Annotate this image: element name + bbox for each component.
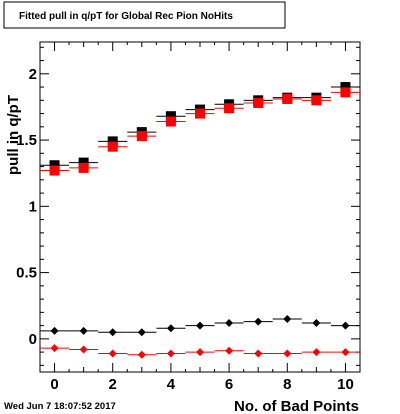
data-point [225, 346, 234, 355]
data-point [165, 116, 176, 127]
x-axis-title: No. of Bad Points [234, 398, 359, 414]
data-point [340, 87, 351, 98]
data-point [107, 136, 118, 147]
data-point [224, 103, 235, 114]
y-tick-label: 2 [29, 66, 37, 83]
y-axis-title: pull in q/pT [5, 95, 22, 175]
data-point [254, 317, 263, 326]
timestamp-label: Wed Jun 7 18:07:52 2017 [4, 401, 116, 412]
data-point [283, 314, 292, 323]
data-series [40, 314, 360, 337]
data-point [49, 165, 60, 176]
y-tick-label: 1.5 [16, 132, 37, 149]
data-point [196, 348, 204, 357]
x-tick-label: 2 [109, 376, 117, 393]
data-point [107, 141, 118, 152]
data-point [312, 318, 321, 327]
x-tick-label: 8 [283, 376, 291, 393]
x-tick-label: 6 [225, 376, 233, 393]
data-point [283, 349, 292, 358]
data-point [49, 160, 60, 171]
data-point [137, 350, 146, 359]
chart-title: Fitted pull in q/pT for Global Rec Pion … [19, 11, 233, 22]
data-point [78, 162, 89, 173]
x-tick-labels: 0 2 4 6 8 10 [50, 376, 353, 393]
data-point [136, 131, 147, 142]
data-point [341, 321, 350, 330]
data-point [195, 108, 205, 119]
data-series-layer [40, 82, 360, 359]
data-series [40, 87, 360, 176]
data-point [137, 328, 146, 337]
data-point [282, 93, 293, 104]
chart-title-box: Fitted pull in q/pT for Global Rec Pion … [3, 1, 286, 29]
chart-title-frame [3, 1, 286, 29]
data-series [40, 344, 360, 359]
data-point [108, 349, 117, 358]
axis-ticks [40, 42, 360, 372]
data-point [50, 326, 59, 335]
data-point [78, 157, 89, 168]
x-tick-label: 10 [337, 376, 354, 393]
data-point [50, 344, 59, 353]
data-point [341, 348, 350, 357]
x-tick-label: 4 [167, 376, 176, 393]
y-tick-label: 0.5 [16, 265, 37, 282]
data-point [166, 349, 175, 358]
data-series [40, 82, 360, 171]
data-point [79, 326, 88, 335]
data-point [79, 345, 88, 354]
y-tick-labels: 0 0.5 1 1.5 2 [16, 66, 37, 348]
x-tick-label: 0 [50, 376, 58, 393]
data-point [340, 82, 351, 93]
data-point [165, 111, 176, 122]
data-point [312, 348, 321, 357]
data-point [311, 95, 322, 106]
data-point [166, 324, 175, 333]
data-point [225, 318, 234, 327]
data-point [254, 349, 263, 358]
data-point [108, 328, 117, 337]
data-point [196, 321, 204, 330]
y-tick-label: 1 [29, 198, 37, 215]
y-tick-label: 0 [29, 331, 37, 348]
data-point [253, 97, 264, 108]
